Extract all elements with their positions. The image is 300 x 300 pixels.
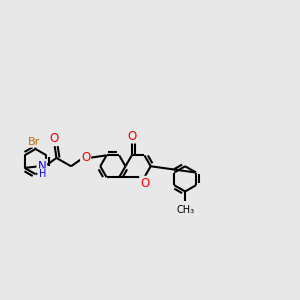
Text: CH₃: CH₃ [176,205,194,215]
Text: Br: Br [28,137,40,147]
Text: O: O [50,132,59,145]
Text: N: N [38,160,46,173]
Text: H: H [39,169,46,179]
Text: O: O [81,152,90,164]
Text: O: O [127,130,136,142]
Text: O: O [140,177,149,190]
